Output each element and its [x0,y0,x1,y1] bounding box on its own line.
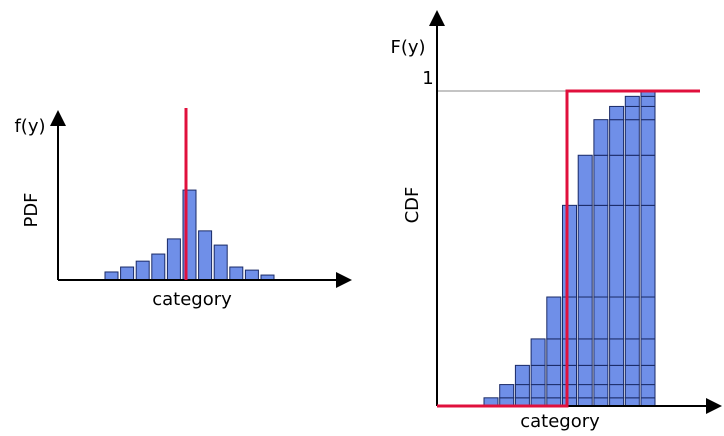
bar-segment [624,105,640,121]
bar-segment [640,364,656,386]
bar-segment [593,204,609,298]
bar [104,271,119,281]
threshold-step [437,89,700,408]
bar-segment [530,338,546,366]
bar-segment [609,364,625,386]
bar-segment [640,95,656,107]
x-label: category [520,411,600,432]
y-label: F(y) [390,37,425,58]
bar-segment [609,397,625,407]
bar-segment [577,154,593,206]
axis-label: CDF [402,187,423,224]
bar-segment [624,204,640,298]
bar-segment [577,338,593,366]
axis-label: PDF [21,192,42,227]
bar [166,238,181,281]
bar-segment [593,364,609,386]
bar-segment [562,364,577,386]
x-label: category [152,289,232,310]
bar-segment [640,397,656,407]
bar-segment [562,384,577,399]
bar-segment [577,296,593,340]
bar-segment [530,364,546,386]
bar [135,260,150,281]
bar-segment [640,105,656,121]
bar-segment [609,154,625,206]
y-tick-label: 1 [422,68,433,89]
bar-segment [562,296,577,340]
bar-segment [546,296,562,340]
bar [229,266,244,281]
bar-segment [577,364,593,386]
bar-segment [624,338,640,366]
y-label: f(y) [14,116,45,137]
bar-segment [514,364,530,386]
bar-segment [624,397,640,407]
bar [198,230,213,281]
bar-segment [640,204,656,298]
bar-segment [546,338,562,366]
bar-segment [624,154,640,206]
bar-segment [577,384,593,399]
bar-segment [624,119,640,156]
bar-segment [577,204,593,298]
bar-segment [640,154,656,206]
bar-segment [640,338,656,366]
bar-segment [593,154,609,206]
bar-segment [593,119,609,156]
pdf-chart [104,189,275,281]
bar-segment [640,119,656,156]
bar [120,266,135,281]
bar-segment [609,296,625,340]
bar-segment [562,204,577,298]
bar-segment [593,384,609,399]
bar-segment [593,397,609,407]
bar [151,253,166,281]
bar [244,269,259,281]
bar-segment [593,338,609,366]
bar-segment [624,95,640,107]
bar-segment [562,338,577,366]
bar-segment [499,384,515,399]
bar-segment [546,384,562,399]
bar-segment [577,397,593,407]
bar-segment [593,296,609,340]
bar-segment [514,384,530,399]
bar-segment [609,105,625,121]
bar-segment [624,364,640,386]
bar-segment [640,384,656,399]
bar-segment [546,364,562,386]
bar-segment [530,384,546,399]
bar-segment [609,338,625,366]
bar-segment [609,119,625,156]
bar-segment [609,204,625,298]
bar [213,244,228,281]
cdf-chart: 1 [422,68,700,407]
bar-segment [609,384,625,399]
bar-segment [624,384,640,399]
bar-segment [640,296,656,340]
bar-segment [624,296,640,340]
